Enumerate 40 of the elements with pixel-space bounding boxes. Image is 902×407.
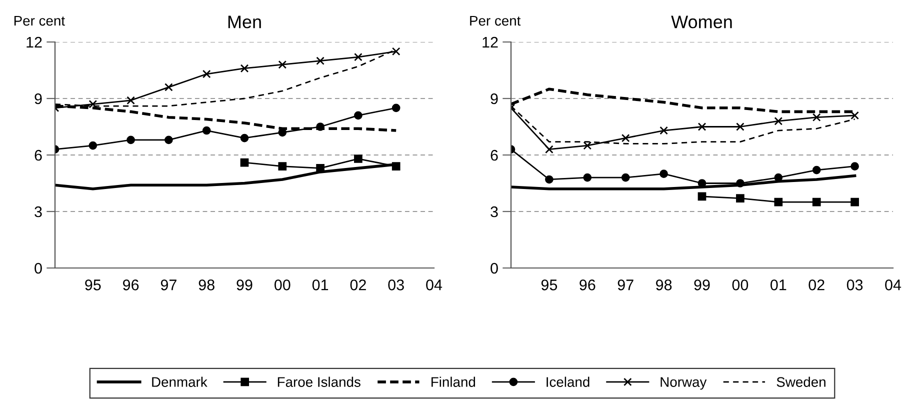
x-tick-label: 01	[770, 280, 786, 290]
x-tick-label: 04	[885, 280, 902, 290]
legend-label: Sweden	[776, 376, 826, 387]
y-tick-label: 6	[34, 150, 42, 161]
x-tick-label: 00	[274, 280, 290, 290]
chart-title: Men	[228, 16, 261, 28]
y-tick-label: 3	[34, 206, 42, 218]
x-tick-label: 95	[541, 280, 558, 290]
x-tick-label: 98	[198, 280, 214, 290]
legend-label: Denmark	[152, 376, 208, 387]
x-tick-label: 95	[85, 280, 101, 290]
legend-label: Finland	[432, 376, 476, 387]
legend-label: Iceland	[546, 376, 590, 387]
x-tick-label: 01	[312, 280, 328, 290]
x-tick-label: 03	[846, 280, 863, 290]
x-tick-label: 03	[388, 280, 404, 290]
x-tick-label: 96	[580, 280, 596, 290]
x-tick-label: 97	[160, 280, 176, 290]
x-tick-label: 99	[236, 280, 252, 290]
x-tick-label: 98	[656, 280, 672, 290]
y-tick-label: 0	[34, 262, 42, 274]
y-tick-label: 12	[482, 36, 498, 48]
y-tick-label: 12	[26, 36, 42, 48]
x-tick-label: 02	[350, 280, 366, 290]
x-tick-label: 99	[694, 280, 710, 290]
legend-label: Norway	[660, 377, 707, 390]
x-tick-label: 00	[732, 280, 748, 290]
legend-label: Faroe Islands	[278, 376, 360, 387]
x-tick-label: 97	[618, 280, 634, 290]
y-tick-label: 0	[490, 262, 498, 274]
chart-title: Women	[671, 16, 732, 28]
y-axis-title: Per cent	[14, 16, 65, 26]
x-tick-label: 04	[426, 280, 442, 290]
x-tick-label: 02	[808, 280, 824, 290]
y-axis-title: Per cent	[470, 16, 521, 26]
x-tick-label: 96	[123, 280, 139, 290]
y-tick-label: 6	[490, 150, 498, 161]
y-tick-label: 9	[34, 93, 42, 104]
y-tick-label: 3	[490, 206, 498, 218]
y-tick-label: 9	[490, 93, 498, 104]
